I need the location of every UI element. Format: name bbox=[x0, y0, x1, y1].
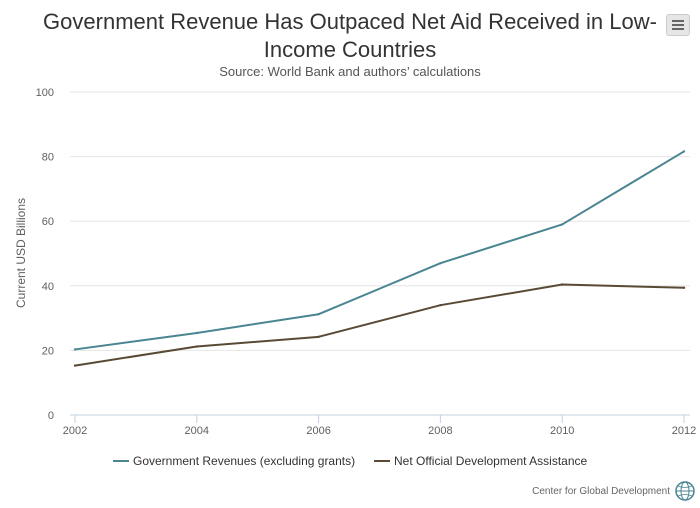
series-line-0[interactable] bbox=[74, 150, 685, 351]
y-tick-label: 100 bbox=[36, 87, 54, 99]
chart-title: Government Revenue Has Outpaced Net Aid … bbox=[43, 9, 657, 62]
globe-logo-icon bbox=[675, 481, 695, 501]
series-lines bbox=[73, 150, 686, 367]
hamburger-menu-icon bbox=[672, 20, 684, 22]
data-point[interactable] bbox=[73, 348, 77, 351]
x-tick-label: 2006 bbox=[306, 425, 330, 437]
x-tick-label: 2002 bbox=[63, 425, 87, 437]
gridlines bbox=[70, 91, 690, 416]
legend-label: Net Official Development Assistance bbox=[394, 454, 588, 468]
data-point[interactable] bbox=[561, 283, 564, 286]
x-tick-label: 2010 bbox=[550, 425, 574, 437]
data-point[interactable] bbox=[73, 364, 77, 367]
data-point[interactable] bbox=[682, 286, 686, 289]
data-point[interactable] bbox=[195, 331, 198, 335]
x-tick-label: 2004 bbox=[185, 425, 209, 437]
data-point[interactable] bbox=[317, 313, 320, 316]
legend[interactable]: Government Revenues (excluding grants) Ne… bbox=[113, 454, 588, 468]
hamburger-menu-icon-bar bbox=[672, 24, 684, 26]
x-tick-label: 2012 bbox=[672, 425, 696, 437]
chart-subtitle: Source: World Bank and authors’ calculat… bbox=[219, 64, 481, 79]
y-tick-label: 20 bbox=[42, 345, 54, 357]
data-point[interactable] bbox=[439, 261, 442, 265]
data-point[interactable] bbox=[195, 345, 198, 348]
x-tick-label: 2008 bbox=[428, 425, 452, 437]
x-axis: 2002 2004 2006 2008 2010 2012 bbox=[63, 414, 696, 437]
series-line-1[interactable] bbox=[74, 283, 685, 367]
y-tick-label: 40 bbox=[42, 281, 54, 293]
y-axis-title: Current USD Billions bbox=[14, 198, 28, 308]
legend-label: Government Revenues (excluding grants) bbox=[133, 454, 355, 468]
credit-text[interactable]: Center for Global Development bbox=[532, 486, 670, 497]
data-point[interactable] bbox=[317, 335, 320, 339]
data-point[interactable] bbox=[439, 303, 442, 307]
legend-item-1[interactable]: Net Official Development Assistance bbox=[374, 454, 588, 468]
y-tick-label: 0 bbox=[48, 410, 54, 422]
hamburger-menu-icon-bar bbox=[672, 28, 684, 30]
data-point[interactable] bbox=[561, 223, 564, 226]
hamburger-menu-button[interactable] bbox=[666, 14, 690, 36]
y-axis-ticks: 0 20 40 60 80 100 bbox=[36, 87, 54, 422]
data-point[interactable] bbox=[682, 150, 686, 153]
legend-item-0[interactable]: Government Revenues (excluding grants) bbox=[113, 454, 355, 468]
y-tick-label: 80 bbox=[42, 152, 54, 164]
y-tick-label: 60 bbox=[42, 216, 54, 228]
